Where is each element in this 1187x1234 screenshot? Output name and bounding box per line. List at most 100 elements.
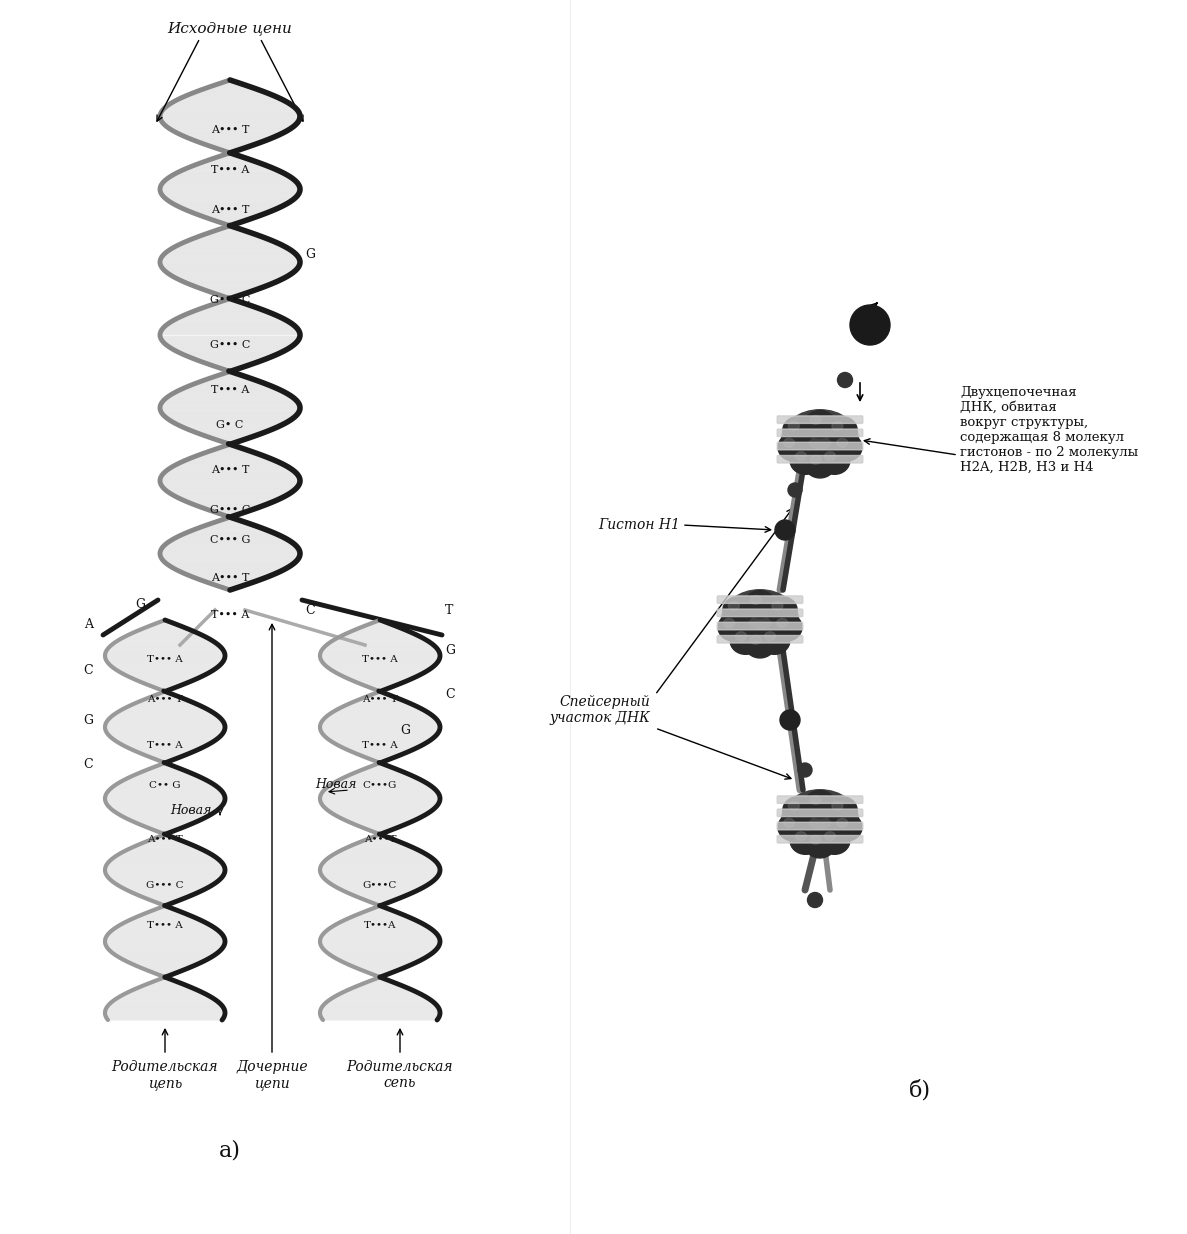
Text: G• C: G• C [216,420,243,429]
FancyBboxPatch shape [777,416,863,423]
Ellipse shape [783,438,794,447]
FancyBboxPatch shape [777,810,863,817]
Text: A: A [84,618,93,632]
FancyBboxPatch shape [717,622,802,629]
Text: C: C [445,689,455,701]
Ellipse shape [781,790,858,850]
Ellipse shape [837,818,848,827]
Text: а): а) [218,1139,241,1161]
Text: G••• C: G••• C [146,881,184,890]
Text: A••• T: A••• T [211,573,249,582]
Text: A••• T: A••• T [211,125,249,135]
Ellipse shape [767,596,798,624]
Ellipse shape [791,447,821,474]
Text: Гистон H1: Гистон H1 [598,518,680,532]
FancyBboxPatch shape [777,796,863,803]
Text: G: G [445,643,455,656]
Text: C••• G: C••• G [210,536,250,545]
Text: Новая: Новая [315,779,356,791]
Ellipse shape [750,636,761,644]
Ellipse shape [788,482,802,497]
FancyBboxPatch shape [777,835,863,843]
Ellipse shape [781,410,858,470]
Text: G: G [83,713,93,727]
Text: A••• T: A••• T [211,465,249,475]
Ellipse shape [810,416,821,424]
Ellipse shape [805,411,836,438]
Ellipse shape [783,818,794,827]
Ellipse shape [722,590,799,650]
Text: T••• A: T••• A [147,655,183,664]
Ellipse shape [832,802,843,811]
Ellipse shape [777,813,808,842]
Ellipse shape [831,813,862,842]
Text: T•••A: T•••A [363,921,396,929]
Ellipse shape [825,452,836,460]
Ellipse shape [744,591,775,618]
Text: Исходные цени: Исходные цени [167,21,292,35]
Text: T••• A: T••• A [211,610,249,619]
Text: C•• G: C•• G [150,780,180,790]
FancyBboxPatch shape [777,429,863,437]
Text: Новая: Новая [170,803,211,817]
Text: T••• A: T••• A [211,165,249,175]
Ellipse shape [826,417,857,444]
FancyBboxPatch shape [777,442,863,450]
Ellipse shape [772,613,802,640]
Ellipse shape [788,802,799,811]
FancyBboxPatch shape [777,822,863,829]
FancyBboxPatch shape [777,455,863,463]
Ellipse shape [798,763,812,777]
Ellipse shape [775,520,795,540]
Ellipse shape [838,373,852,387]
FancyBboxPatch shape [717,610,802,617]
Ellipse shape [810,835,821,844]
Text: G••• C: G••• C [210,505,250,515]
Text: C: C [83,759,93,771]
Ellipse shape [791,827,821,854]
Ellipse shape [782,797,813,824]
Ellipse shape [777,433,808,462]
Ellipse shape [780,710,800,731]
Text: T••• A: T••• A [147,740,183,749]
Ellipse shape [832,422,843,431]
Text: G: G [305,248,315,262]
Ellipse shape [788,422,799,431]
Text: Двухцепочечная
ДНК, обвитая
вокруг структуры,
содержащая 8 молекул
гистонов - по: Двухцепочечная ДНК, обвитая вокруг струк… [960,386,1138,474]
Text: A••• T: A••• T [147,696,183,705]
Ellipse shape [782,417,813,444]
Ellipse shape [744,631,775,658]
Ellipse shape [810,796,821,805]
Text: Родительская
цепь: Родительская цепь [112,1060,218,1090]
Text: C•••G: C•••G [363,780,398,790]
Text: G: G [135,598,145,612]
Ellipse shape [718,613,749,640]
Text: б): б) [909,1079,931,1101]
Ellipse shape [724,618,735,627]
Ellipse shape [805,830,836,858]
Ellipse shape [805,450,836,478]
Ellipse shape [760,627,789,654]
Ellipse shape [795,452,807,460]
Ellipse shape [825,832,836,840]
Text: T: T [445,603,453,617]
Text: A••• T: A••• T [147,835,183,844]
Text: G•••C: G•••C [363,881,398,890]
Text: T••• A: T••• A [147,921,183,929]
Ellipse shape [805,791,836,818]
Ellipse shape [795,832,807,840]
Ellipse shape [819,447,850,474]
Ellipse shape [750,596,761,605]
FancyBboxPatch shape [717,636,802,643]
Ellipse shape [831,433,862,462]
Text: G: G [400,723,410,737]
Ellipse shape [730,627,761,654]
Text: G••• C: G••• C [210,295,250,305]
Text: Родительская
cепь: Родительская cепь [347,1060,453,1090]
Text: Спейсерный
участок ДНК: Спейсерный участок ДНК [550,695,650,726]
Ellipse shape [807,892,823,907]
Text: G••• C: G••• C [210,341,250,350]
Ellipse shape [819,827,850,854]
Ellipse shape [729,601,740,611]
Ellipse shape [776,618,788,627]
